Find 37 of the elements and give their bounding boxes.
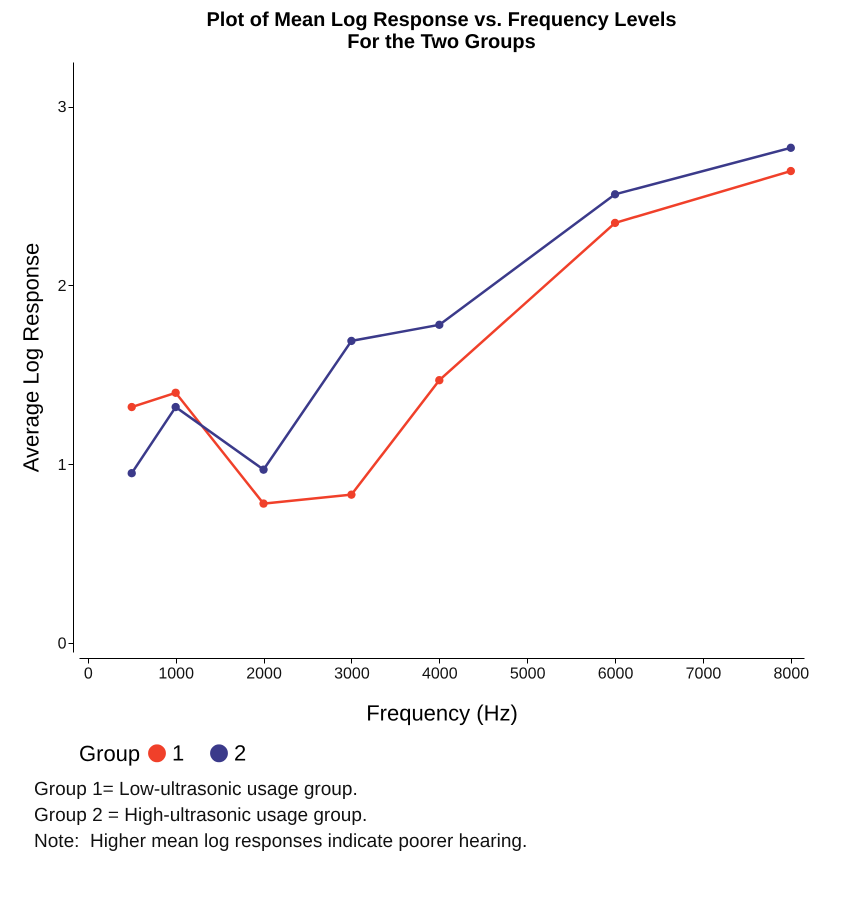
y-tick-label: 3 [58, 99, 67, 116]
x-axis-title: Frequency (Hz) [366, 700, 518, 726]
text: Group 1= Low-ultrasonic usage group. [34, 778, 359, 802]
y-tick-label: 1 [58, 456, 67, 474]
text: Group 2 = High-ultrasonic usage group. [34, 804, 368, 828]
point [128, 402, 136, 412]
legend-label: 1 [172, 740, 184, 766]
x-tick-label: 4000 [422, 666, 458, 682]
text: Note: Higher mean log responses indicate poorer hearing. [34, 830, 528, 854]
point [610, 218, 620, 228]
legend-label: 2 [234, 740, 246, 766]
point [347, 336, 356, 346]
x-tick-label: 8000 [774, 666, 810, 682]
legend-title: Group [79, 741, 140, 766]
point [786, 166, 795, 176]
point [435, 320, 444, 329]
point [435, 376, 444, 384]
x-tick-label: 2000 [246, 666, 282, 682]
point [128, 469, 136, 478]
text: Plot of Mean Log Response vs. Frequency Levels [206, 9, 677, 31]
x-tick-label: 6000 [598, 666, 634, 682]
x-tick-label: 5000 [510, 666, 546, 682]
point [259, 465, 268, 474]
point [610, 190, 620, 198]
point [171, 388, 180, 397]
point [347, 490, 356, 499]
point [259, 499, 268, 508]
x-tick-label: 7000 [686, 666, 722, 682]
x-tick-label: 0 [84, 666, 93, 682]
x-tick-label: 3000 [334, 666, 370, 682]
y-tick-label: 0 [58, 636, 67, 653]
x-tick-label: 1000 [158, 666, 194, 682]
text: For the Two Groups [347, 31, 536, 53]
y-tick-label: 2 [58, 278, 67, 295]
point [786, 144, 795, 152]
point [171, 402, 180, 412]
y-axis-title: Average Log Response [18, 242, 44, 472]
